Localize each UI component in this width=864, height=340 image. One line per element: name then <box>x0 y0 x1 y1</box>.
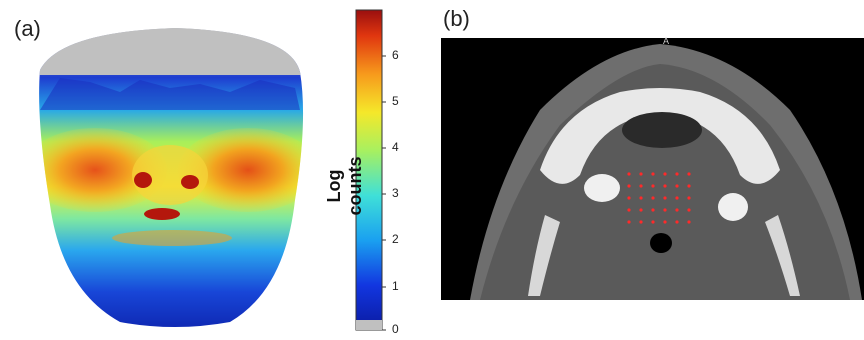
panel-label-a: (a) <box>14 16 41 41</box>
center-hotspot <box>144 208 180 220</box>
right-hot-region <box>178 128 304 212</box>
left-hot-region <box>39 128 167 212</box>
colorbar-tick: 6 <box>392 48 399 62</box>
colorbar-tick: 5 <box>392 94 399 108</box>
colorbar <box>355 9 383 331</box>
colorbar-tick: 0 <box>392 322 399 336</box>
gray-no-data-region <box>39 28 304 75</box>
sample-point-grid <box>627 172 691 224</box>
ct-orientation-marker: A <box>663 36 670 46</box>
colorbar-tick: 1 <box>392 279 399 293</box>
colorbar-tick: 2 <box>392 232 399 246</box>
colorbar-tick: 4 <box>392 140 399 154</box>
ct-scan-image <box>470 44 862 300</box>
face-map <box>39 28 304 327</box>
colorbar-title: Log counts <box>324 156 365 216</box>
left-hotspot <box>134 172 152 188</box>
colorbar-tick: 3 <box>392 186 399 200</box>
colorbar-zero-swatch <box>356 320 382 330</box>
panel-label-b: (b) <box>443 6 470 31</box>
right-hotspot <box>181 175 199 189</box>
